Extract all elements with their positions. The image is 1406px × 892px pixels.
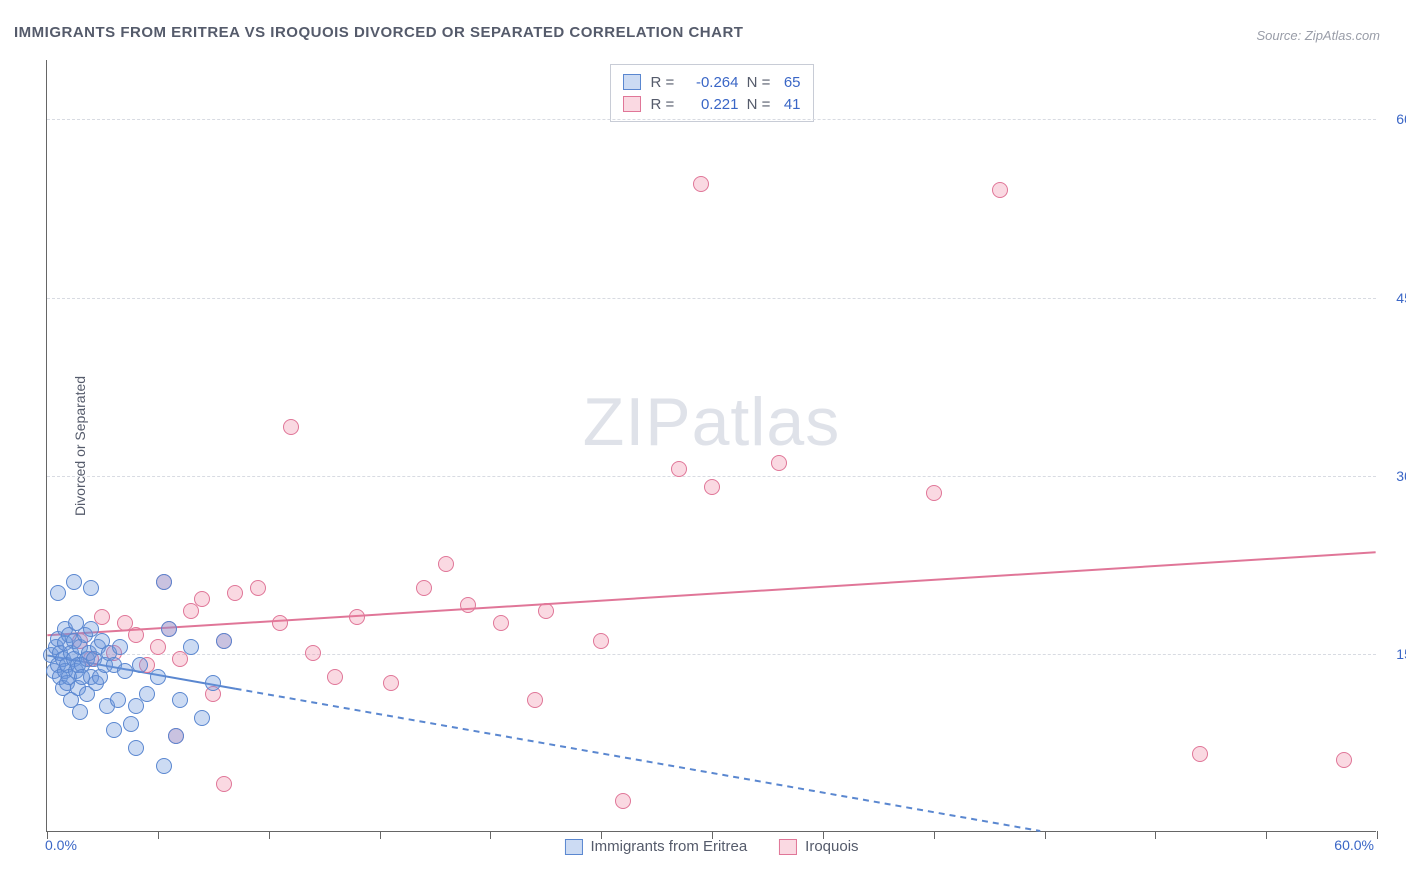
data-point [156, 758, 172, 774]
gridline [47, 298, 1376, 299]
data-point [112, 639, 128, 655]
data-point [693, 176, 709, 192]
plot-area: ZIPatlas R =-0.264N =65 R =0.221N =41 0.… [46, 60, 1376, 832]
data-point [383, 675, 399, 691]
data-point [615, 793, 631, 809]
gridline [47, 119, 1376, 120]
data-point [139, 686, 155, 702]
x-tick [47, 831, 48, 839]
data-point [110, 692, 126, 708]
data-point [128, 627, 144, 643]
data-point [538, 603, 554, 619]
data-point [168, 728, 184, 744]
data-point [250, 580, 266, 596]
stats-legend: R =-0.264N =65 R =0.221N =41 [610, 64, 814, 122]
x-tick [1266, 831, 1267, 839]
data-point [593, 633, 609, 649]
data-point [183, 639, 199, 655]
series-legend-a: Immigrants from Eritrea [564, 838, 747, 855]
data-point [150, 669, 166, 685]
data-point [527, 692, 543, 708]
data-point [1336, 752, 1352, 768]
x-tick [158, 831, 159, 839]
data-point [216, 633, 232, 649]
data-point [416, 580, 432, 596]
data-point [83, 580, 99, 596]
data-point [150, 639, 166, 655]
chart-title: IMMIGRANTS FROM ERITREA VS IROQUOIS DIVO… [14, 24, 743, 41]
y-tick-label: 45.0% [1382, 290, 1406, 306]
data-point [283, 419, 299, 435]
data-point [1192, 746, 1208, 762]
regression-lines [47, 60, 1376, 831]
data-point [216, 776, 232, 792]
data-point [493, 615, 509, 631]
x-tick [380, 831, 381, 839]
y-tick-label: 15.0% [1382, 646, 1406, 662]
data-point [992, 182, 1008, 198]
data-point [349, 609, 365, 625]
legend-swatch-a [623, 74, 641, 90]
x-tick [601, 831, 602, 839]
data-point [272, 615, 288, 631]
legend-swatch-b [623, 96, 641, 112]
x-tick [1155, 831, 1156, 839]
data-point [172, 692, 188, 708]
gridline [47, 654, 1376, 655]
x-tick [712, 831, 713, 839]
x-tick [823, 831, 824, 839]
data-point [50, 585, 66, 601]
data-point [161, 621, 177, 637]
data-point [227, 585, 243, 601]
data-point [194, 591, 210, 607]
series-legend-b: Iroquois [779, 838, 858, 855]
data-point [132, 657, 148, 673]
data-point [123, 716, 139, 732]
data-point [194, 710, 210, 726]
data-point [305, 645, 321, 661]
data-point [156, 574, 172, 590]
x-tick [1045, 831, 1046, 839]
data-point [771, 455, 787, 471]
series-legend: Immigrants from Eritrea Iroquois [564, 838, 858, 855]
data-point [66, 574, 82, 590]
data-point [926, 485, 942, 501]
data-point [704, 479, 720, 495]
data-point [117, 663, 133, 679]
data-point [106, 722, 122, 738]
x-tick [269, 831, 270, 839]
y-tick-label: 60.0% [1382, 111, 1406, 127]
data-point [460, 597, 476, 613]
legend-row-b: R =0.221N =41 [623, 93, 801, 115]
data-point [327, 669, 343, 685]
x-tick [1377, 831, 1378, 839]
source-attribution: Source: ZipAtlas.com [1256, 28, 1380, 43]
data-point [671, 461, 687, 477]
data-point [128, 740, 144, 756]
data-point [72, 704, 88, 720]
y-tick-label: 30.0% [1382, 468, 1406, 484]
x-tick [490, 831, 491, 839]
data-point [438, 556, 454, 572]
data-point [205, 675, 221, 691]
legend-row-a: R =-0.264N =65 [623, 71, 801, 93]
x-axis-max-label: 60.0% [1334, 837, 1374, 853]
x-tick [934, 831, 935, 839]
x-axis-min-label: 0.0% [45, 837, 77, 853]
gridline [47, 476, 1376, 477]
